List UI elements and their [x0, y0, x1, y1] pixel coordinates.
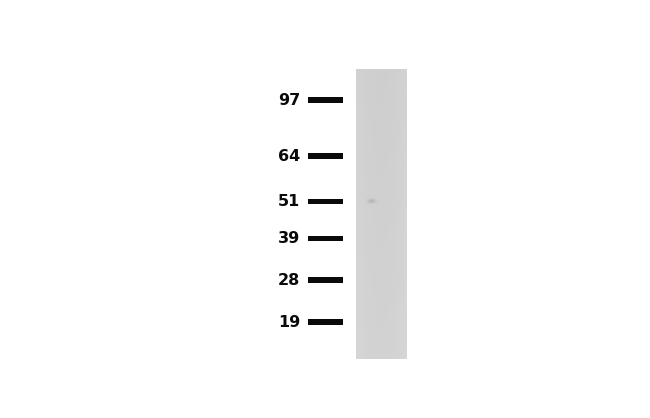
Text: 28: 28: [278, 273, 300, 288]
Text: 39: 39: [278, 231, 300, 246]
Bar: [308, 97, 343, 103]
Bar: [308, 319, 343, 325]
Bar: [308, 199, 343, 204]
Bar: [308, 236, 343, 241]
Text: 64: 64: [278, 149, 300, 164]
Bar: [308, 278, 343, 283]
Text: 51: 51: [278, 194, 300, 209]
Bar: [308, 153, 343, 159]
Text: 97: 97: [278, 92, 300, 107]
Text: 19: 19: [278, 315, 300, 330]
